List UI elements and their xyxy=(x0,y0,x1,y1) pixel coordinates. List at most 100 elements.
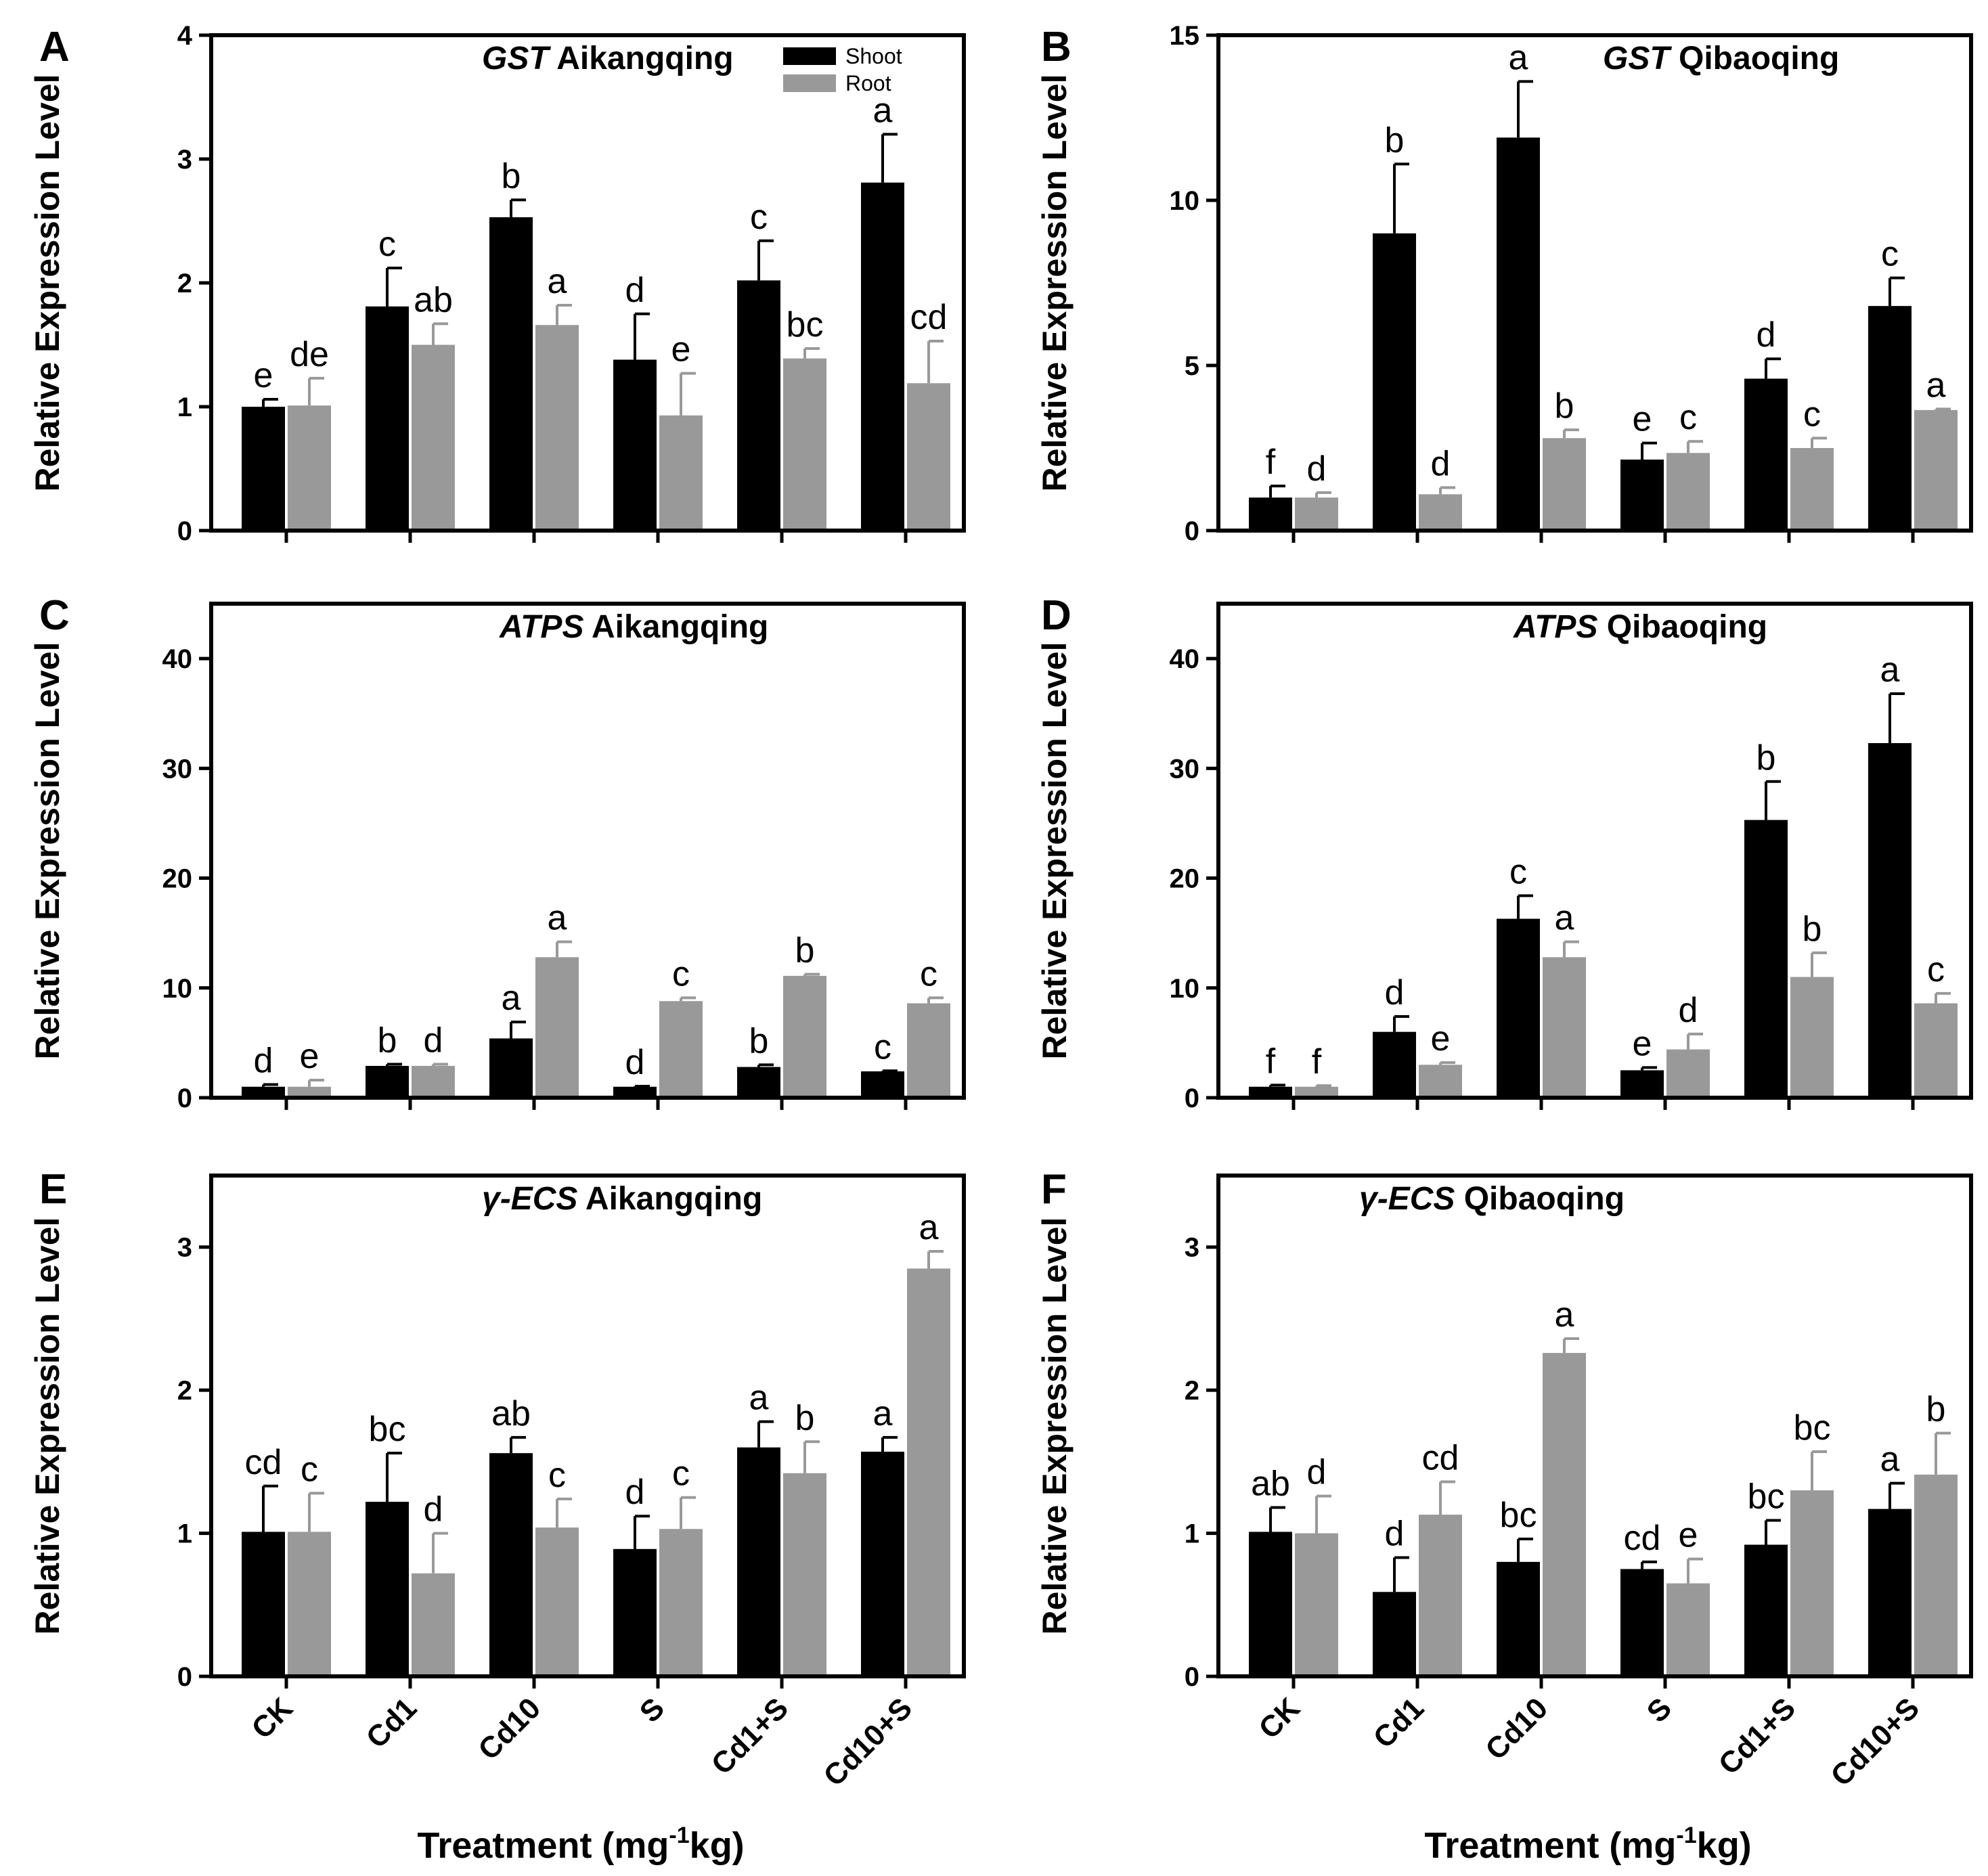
bar-root xyxy=(535,325,579,531)
bar-shoot xyxy=(489,217,533,531)
significance-letter: ab xyxy=(414,280,453,319)
x-axis-title-sup: -1 xyxy=(1676,1823,1696,1848)
plot-frame xyxy=(1216,33,1973,533)
bar-root xyxy=(907,1003,950,1098)
bar-shoot xyxy=(242,1532,285,1676)
bar-shoot xyxy=(1497,137,1540,531)
bar-root xyxy=(1543,438,1586,531)
bar-shoot xyxy=(242,1086,285,1098)
y-tick-label: 10 xyxy=(1170,974,1200,1004)
y-tick-label: 5 xyxy=(1185,351,1199,381)
significance-letter: de xyxy=(290,335,329,374)
y-tick-label: 2 xyxy=(1185,1376,1199,1406)
significance-letter: d xyxy=(1385,973,1405,1012)
bar-shoot xyxy=(1249,1086,1292,1098)
significance-letter: d xyxy=(1385,1515,1405,1554)
y-tick-label: 3 xyxy=(177,145,192,175)
chart-title-variety: Aikangqing xyxy=(583,609,768,645)
significance-letter: cd xyxy=(245,1443,282,1482)
y-tick-label: 2 xyxy=(177,269,192,298)
bar-shoot xyxy=(861,1452,904,1676)
bar-root xyxy=(1419,494,1462,531)
x-category-label: S xyxy=(1641,1691,1678,1728)
significance-letter: d xyxy=(424,1021,443,1060)
bar-shoot xyxy=(1620,1569,1664,1676)
bar-root xyxy=(1790,977,1834,1098)
y-tick-label: 0 xyxy=(177,1084,192,1113)
chart-title-gene: GST xyxy=(1603,41,1672,76)
x-category-label: Cd10+S xyxy=(1824,1691,1926,1793)
y-tick-label: 3 xyxy=(177,1233,192,1263)
legend-label: Root xyxy=(845,71,891,95)
bar-root xyxy=(412,1065,455,1098)
significance-letter: e xyxy=(1431,1019,1451,1058)
bar-root xyxy=(288,405,331,531)
bar-shoot xyxy=(1620,460,1664,531)
significance-letter: d xyxy=(625,271,645,310)
significance-letter: b xyxy=(749,1021,769,1060)
significance-letter: c xyxy=(301,1450,318,1489)
y-tick-label: 0 xyxy=(1185,1084,1199,1113)
bar-shoot xyxy=(1744,820,1788,1098)
bar-root xyxy=(1543,1353,1586,1676)
y-tick-label: 0 xyxy=(177,1662,192,1692)
y-tick-label: 40 xyxy=(162,644,193,674)
significance-letter: c xyxy=(920,954,937,993)
significance-letter: b xyxy=(795,931,815,970)
x-axis-title-tail: kg) xyxy=(1697,1825,1752,1866)
plot-frame xyxy=(209,33,966,533)
significance-letter: e xyxy=(1679,1516,1698,1555)
panel-letter: C xyxy=(39,592,70,639)
chart-title-variety: Qibaoqing xyxy=(1597,609,1767,645)
plot-frame xyxy=(1216,602,1973,1100)
significance-letter: d xyxy=(1307,449,1327,489)
significance-letter: a xyxy=(919,1208,939,1247)
bar-root xyxy=(535,1527,579,1676)
y-tick-label: 15 xyxy=(1170,21,1200,51)
chart-title: GST Aikangqing xyxy=(482,41,734,76)
bar-root xyxy=(783,358,826,531)
significance-letter: e xyxy=(300,1037,319,1076)
significance-letter: c xyxy=(1881,235,1899,274)
bar-root xyxy=(1666,1049,1710,1098)
bar-shoot xyxy=(489,1453,533,1676)
bar-shoot xyxy=(613,359,657,531)
chart-title-gene: γ-ECS xyxy=(1359,1181,1455,1217)
y-tick-label: 3 xyxy=(1185,1233,1199,1263)
significance-letter: d xyxy=(254,1042,273,1081)
y-axis-label: Relative Expression Level xyxy=(1036,1218,1074,1635)
significance-letter: c xyxy=(672,954,690,993)
plot-frame xyxy=(209,602,966,1100)
y-tick-label: 1 xyxy=(177,1519,192,1549)
plot-frame xyxy=(1216,1174,1973,1678)
x-axis-title: Treatment (mg-1kg) xyxy=(417,1823,744,1866)
bar-root xyxy=(659,1529,703,1676)
significance-letter: d xyxy=(1679,991,1698,1030)
bar-root xyxy=(1419,1065,1462,1098)
bar-root xyxy=(1295,1533,1338,1676)
chart-title: γ-ECS Qibaoqing xyxy=(1359,1181,1625,1217)
significance-letter: d xyxy=(625,1473,645,1512)
bar-shoot xyxy=(737,280,780,531)
bar-root xyxy=(535,957,579,1098)
y-axis-label: Relative Expression Level xyxy=(28,1218,66,1635)
panel-letter: B xyxy=(1041,24,1072,70)
bar-root xyxy=(783,975,826,1098)
bar-shoot xyxy=(1497,918,1540,1098)
x-category-label: Cd1+S xyxy=(1713,1691,1802,1781)
panel-letter: A xyxy=(39,24,70,70)
bar-shoot xyxy=(1620,1070,1664,1098)
significance-letter: b xyxy=(795,1398,815,1437)
significance-letter: a xyxy=(873,1394,893,1433)
bar-root xyxy=(1914,1003,1958,1098)
significance-letter: a xyxy=(1509,38,1528,77)
bar-root xyxy=(659,1001,703,1098)
significance-letter: a xyxy=(548,899,567,938)
x-category-label: Cd10+S xyxy=(817,1691,919,1793)
significance-letter: c xyxy=(378,225,396,264)
chart-title-variety: Qibaoqing xyxy=(1670,41,1840,76)
bar-shoot xyxy=(1373,1031,1416,1098)
bar-shoot xyxy=(1868,306,1912,531)
y-axis-label: Relative Expression Level xyxy=(28,642,66,1060)
